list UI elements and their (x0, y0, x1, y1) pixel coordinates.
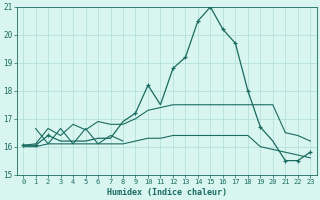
X-axis label: Humidex (Indice chaleur): Humidex (Indice chaleur) (107, 188, 227, 197)
